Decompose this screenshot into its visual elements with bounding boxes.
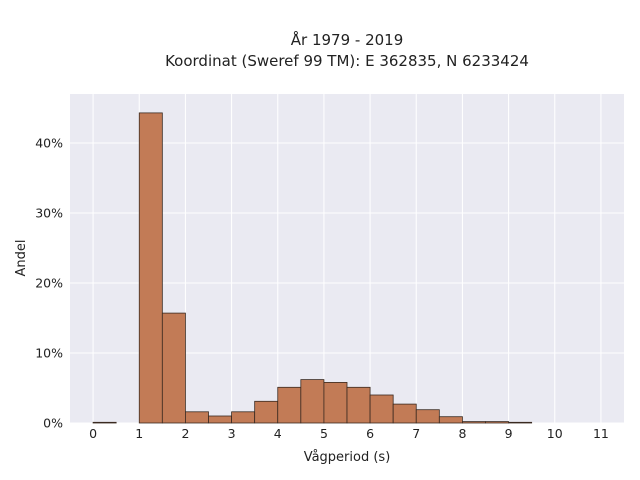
y-tick-label: 40% (35, 136, 63, 151)
chart-subtitle: Koordinat (Sweref 99 TM): E 362835, N 62… (165, 52, 529, 70)
histogram-bar (185, 411, 209, 424)
histogram-bar (438, 416, 463, 424)
histogram-bar (92, 421, 117, 424)
x-tick-label: 1 (135, 426, 143, 441)
histogram-bar (208, 415, 232, 424)
y-tick-label: 30% (35, 206, 63, 221)
histogram-bar (254, 400, 279, 424)
histogram-bar (485, 421, 509, 424)
x-tick-label: 2 (181, 426, 189, 441)
x-axis-label: Vågperiod (s) (304, 450, 391, 465)
histogram-bar (392, 403, 417, 424)
histogram-bar (415, 409, 440, 424)
y-axis-label: Andel (14, 240, 29, 277)
x-tick-label: 6 (366, 426, 374, 441)
histogram-bar (346, 386, 371, 424)
histogram-bar (161, 312, 186, 424)
x-tick-label: 3 (228, 426, 236, 441)
histogram-bar (462, 421, 486, 424)
histogram-bar (323, 381, 348, 424)
x-axis-ticks: 0 1 2 3 4 5 6 7 8 9 10 11 (89, 426, 609, 441)
x-tick-label: 7 (412, 426, 420, 441)
y-tick-label: 20% (35, 276, 63, 291)
y-tick-label: 0% (43, 416, 63, 431)
histogram-bar (300, 379, 325, 424)
histogram-bar (508, 421, 533, 424)
x-tick-label: 4 (274, 426, 282, 441)
x-tick-label: 11 (593, 426, 609, 441)
x-tick-label: 9 (505, 426, 513, 441)
chart-title: År 1979 - 2019 (291, 30, 404, 49)
histogram-bar (277, 386, 302, 424)
y-axis-ticks: 0% 10% 20% 30% 40% (35, 136, 63, 431)
x-tick-label: 0 (89, 426, 97, 441)
x-tick-label: 10 (547, 426, 563, 441)
histogram-bar (231, 411, 256, 424)
x-tick-label: 5 (320, 426, 328, 441)
x-tick-label: 8 (458, 426, 466, 441)
y-tick-label: 10% (35, 346, 63, 361)
histogram-bar (369, 394, 394, 424)
histogram-bars (92, 112, 533, 424)
histogram-bar (138, 112, 163, 424)
